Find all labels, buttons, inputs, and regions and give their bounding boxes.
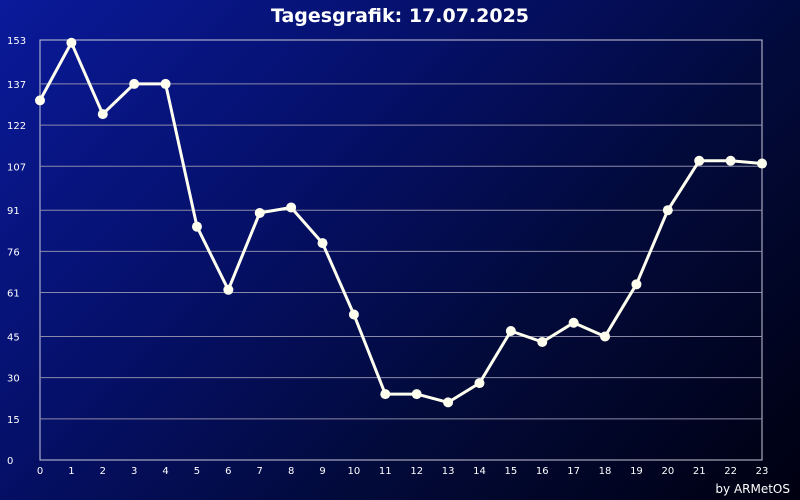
plot-area-frame <box>39 39 763 461</box>
x-tick-label: 3 <box>131 466 137 477</box>
x-tick-label: 15 <box>505 466 518 477</box>
data-point <box>191 221 202 232</box>
x-tick-label: 5 <box>194 466 200 477</box>
y-tick-label: 137 <box>7 80 26 91</box>
data-point <box>662 205 673 216</box>
data-point <box>443 397 454 408</box>
x-tick-labels: 0 1 2 3 4 5 6 7 8 9 10 11 12 13 14 15 16 17 18 19 20 21 22 23 <box>37 466 769 477</box>
x-tick-label: 8 <box>288 466 294 477</box>
data-point <box>97 109 108 120</box>
y-tick-label: 91 <box>7 206 20 217</box>
data-point <box>348 309 359 320</box>
chart-title: Tagesgrafik: 17.07.2025 <box>270 5 530 27</box>
x-tick-label: 0 <box>37 466 43 477</box>
x-tick-label: 22 <box>724 466 737 477</box>
x-tick-label: 12 <box>410 466 423 477</box>
y-tick-label: 15 <box>7 415 20 426</box>
y-tick-label: 107 <box>7 162 26 173</box>
x-tick-label: 17 <box>567 466 580 477</box>
data-point <box>254 207 265 218</box>
data-point <box>505 325 516 336</box>
x-tick-label: 6 <box>225 466 231 477</box>
data-point <box>474 378 485 389</box>
y-tick-label: 153 <box>7 36 26 47</box>
gridlines <box>40 83 762 420</box>
data-point <box>286 202 297 213</box>
x-tick-label: 18 <box>599 466 612 477</box>
data-point <box>223 284 234 295</box>
x-tick-label: 14 <box>473 466 486 477</box>
data-point <box>411 389 422 400</box>
y-tick-label: 76 <box>7 247 20 258</box>
series-line <box>38 41 763 404</box>
data-point <box>694 155 705 166</box>
x-tick-label: 16 <box>536 466 549 477</box>
data-point <box>160 78 171 89</box>
x-tick-label: 10 <box>348 466 361 477</box>
x-tick-label: 23 <box>756 466 769 477</box>
data-point <box>317 238 328 249</box>
y-tick-labels: 0 15 30 45 61 76 91 107 122 137 153 <box>7 36 26 467</box>
data-point <box>380 389 391 400</box>
x-tick-label: 13 <box>442 466 455 477</box>
y-tick-label: 61 <box>7 289 20 300</box>
x-tick-label: 21 <box>693 466 706 477</box>
x-tick-label: 11 <box>379 466 392 477</box>
x-tick-label: 2 <box>100 466 106 477</box>
data-point <box>757 158 767 169</box>
data-point <box>129 78 140 89</box>
y-tick-label: 30 <box>7 374 20 385</box>
y-tick-label: 45 <box>7 332 20 343</box>
data-point <box>537 336 548 347</box>
x-tick-label: 9 <box>319 466 325 477</box>
x-tick-label: 4 <box>162 466 168 477</box>
y-tick-label: 0 <box>7 456 13 467</box>
data-series <box>35 37 767 408</box>
y-tick-label: 122 <box>7 121 26 132</box>
data-point <box>568 317 579 328</box>
data-point <box>66 37 77 48</box>
data-point <box>600 331 611 342</box>
x-tick-label: 1 <box>68 466 74 477</box>
data-point <box>725 155 736 166</box>
x-tick-label: 19 <box>630 466 643 477</box>
data-point <box>35 95 45 106</box>
credit-label: by ARMetOS <box>715 482 790 496</box>
data-point <box>631 279 642 290</box>
x-tick-label: 20 <box>661 466 674 477</box>
x-tick-label: 7 <box>257 466 263 477</box>
